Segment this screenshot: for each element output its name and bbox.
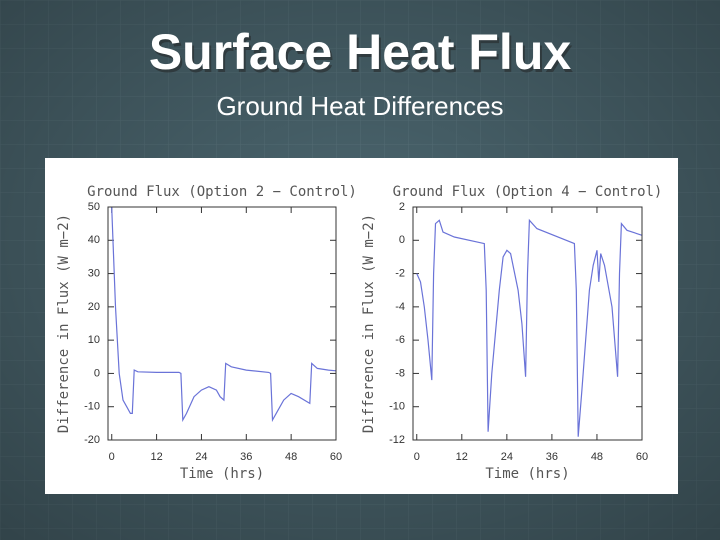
y-axis-label: Difference in Flux (W m−2) [361, 214, 377, 433]
x-tick-label: 36 [546, 451, 558, 463]
plot-title: Ground Flux (Option 2 − Control) [87, 184, 357, 200]
x-tick-label: 60 [636, 451, 648, 463]
y-tick-label: 2 [399, 201, 405, 213]
plot-title: Ground Flux (Option 4 − Control) [393, 184, 663, 200]
y-tick-label: -10 [84, 401, 100, 413]
x-tick-label: 12 [456, 451, 468, 463]
y-tick-label: 50 [88, 201, 100, 213]
y-tick-label: 10 [88, 334, 100, 346]
figure-panel [45, 158, 678, 494]
x-tick-label: 36 [240, 451, 252, 463]
plot-frame [412, 206, 643, 441]
y-tick-label: -8 [395, 367, 405, 379]
plot-frame [107, 206, 337, 441]
slide-subtitle: Ground Heat Differences [216, 91, 503, 121]
data-line [416, 218, 643, 437]
y-axis-label: Difference in Flux (W m−2) [56, 214, 72, 433]
title-shadow: Surface Heat Flux [151, 27, 574, 83]
y-tick-label: -6 [395, 334, 405, 346]
y-tick-label: 0 [94, 367, 100, 379]
x-tick-label: 48 [285, 451, 297, 463]
x-tick-label: 24 [195, 451, 207, 463]
y-tick-label: -4 [395, 301, 405, 313]
x-tick-label: 0 [109, 451, 115, 463]
y-tick-label: -20 [84, 434, 100, 446]
x-tick-label: 48 [591, 451, 603, 463]
x-tick-label: 0 [414, 451, 420, 463]
y-tick-label: 20 [88, 301, 100, 313]
slide-title: Surface Heat Flux [149, 24, 572, 80]
y-tick-label: 40 [88, 234, 100, 246]
y-tick-label: 0 [399, 234, 405, 246]
x-tick-label: 12 [150, 451, 162, 463]
y-tick-label: -2 [395, 267, 405, 279]
x-axis-label: Time (hrs) [485, 466, 569, 482]
data-line [111, 206, 337, 423]
y-tick-label: -10 [389, 401, 405, 413]
y-tick-label: -12 [389, 434, 405, 446]
y-tick-label: 30 [88, 267, 100, 279]
x-tick-label: 60 [330, 451, 342, 463]
x-axis-label: Time (hrs) [180, 466, 264, 482]
plots: Ground Flux (Option 2 − Control) Time (hr… [56, 184, 662, 482]
x-tick-label: 24 [501, 451, 513, 463]
